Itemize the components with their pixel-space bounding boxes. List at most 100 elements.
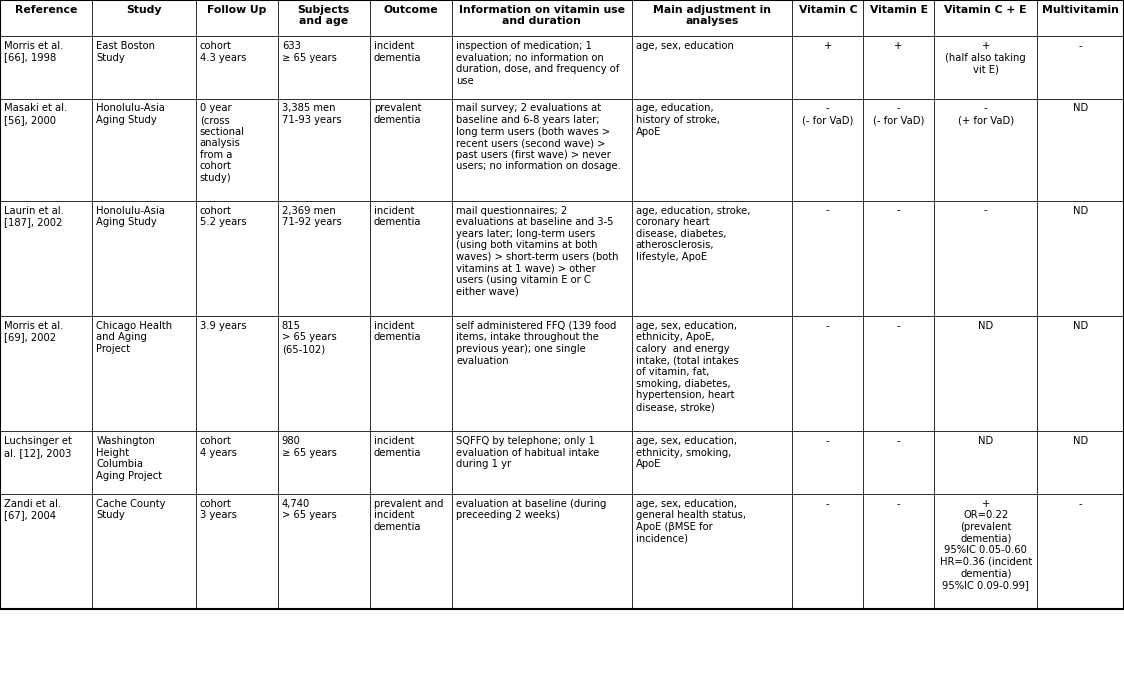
Text: Morris et al.
[66], 1998: Morris et al. [66], 1998 bbox=[4, 41, 64, 62]
Text: -: - bbox=[826, 436, 830, 446]
Bar bbox=[278, 98, 370, 201]
Bar bbox=[863, 36, 934, 98]
Text: evaluation at baseline (during
preceeding 2 weeks): evaluation at baseline (during preceedin… bbox=[456, 498, 606, 520]
Text: incident
dementia: incident dementia bbox=[374, 436, 422, 458]
Text: Information on vitamin use
and duration: Information on vitamin use and duration bbox=[459, 5, 625, 26]
Bar bbox=[863, 494, 934, 609]
Bar bbox=[370, 0, 452, 36]
Bar bbox=[278, 494, 370, 609]
Text: 3.9 years: 3.9 years bbox=[200, 321, 246, 331]
Bar bbox=[0, 316, 92, 431]
Text: Subjects
and age: Subjects and age bbox=[298, 5, 350, 26]
Bar bbox=[452, 98, 632, 201]
Text: mail questionnaires; 2
evaluations at baseline and 3-5
years later; long-term us: mail questionnaires; 2 evaluations at ba… bbox=[456, 206, 618, 297]
Text: age, sex, education,
ethnicity, smoking,
ApoE: age, sex, education, ethnicity, smoking,… bbox=[636, 436, 737, 469]
Bar bbox=[196, 201, 278, 316]
Text: age, sex, education,
general health status,
ApoE (βMSE for
incidence): age, sex, education, general health stat… bbox=[636, 498, 746, 543]
Bar bbox=[792, 36, 863, 98]
Bar bbox=[934, 0, 1037, 36]
Text: 4,740
> 65 years: 4,740 > 65 years bbox=[282, 498, 336, 520]
Bar bbox=[1037, 316, 1124, 431]
Text: Vitamin E: Vitamin E bbox=[870, 5, 927, 15]
Text: ND: ND bbox=[1073, 436, 1088, 446]
Text: Luchsinger et
al. [12], 2003: Luchsinger et al. [12], 2003 bbox=[4, 436, 72, 458]
Text: Cache County
Study: Cache County Study bbox=[97, 498, 166, 520]
Text: 0 year
(cross
sectional
analysis
from a
cohort
study): 0 year (cross sectional analysis from a … bbox=[200, 103, 245, 183]
Text: inspection of medication; 1
evaluation; no information on
duration, dose, and fr: inspection of medication; 1 evaluation; … bbox=[456, 41, 619, 86]
Text: self administered FFQ (139 food
items, intake throughout the
previous year); one: self administered FFQ (139 food items, i… bbox=[456, 321, 616, 365]
Text: -: - bbox=[826, 321, 830, 331]
Bar bbox=[792, 0, 863, 36]
Bar bbox=[278, 0, 370, 36]
Bar bbox=[92, 36, 196, 98]
Bar bbox=[452, 316, 632, 431]
Bar bbox=[792, 431, 863, 494]
Bar bbox=[0, 494, 92, 609]
Bar bbox=[934, 201, 1037, 316]
Text: age, sex, education: age, sex, education bbox=[636, 41, 734, 51]
Text: age, education,
history of stroke,
ApoE: age, education, history of stroke, ApoE bbox=[636, 103, 719, 136]
Bar bbox=[0, 201, 92, 316]
Text: -: - bbox=[897, 436, 900, 446]
Bar bbox=[92, 98, 196, 201]
Bar bbox=[1037, 36, 1124, 98]
Text: Main adjustment in
analyses: Main adjustment in analyses bbox=[653, 5, 771, 26]
Bar bbox=[370, 36, 452, 98]
Bar bbox=[92, 0, 196, 36]
Text: 815
> 65 years
(65-102): 815 > 65 years (65-102) bbox=[282, 321, 336, 354]
Bar bbox=[92, 316, 196, 431]
Bar bbox=[278, 431, 370, 494]
Bar bbox=[934, 98, 1037, 201]
Text: -: - bbox=[897, 498, 900, 509]
Bar bbox=[92, 431, 196, 494]
Bar bbox=[370, 494, 452, 609]
Text: -
(- for VaD): - (- for VaD) bbox=[803, 103, 853, 125]
Bar bbox=[934, 494, 1037, 609]
Bar bbox=[370, 431, 452, 494]
Bar bbox=[196, 431, 278, 494]
Bar bbox=[452, 36, 632, 98]
Text: 633
≥ 65 years: 633 ≥ 65 years bbox=[282, 41, 337, 62]
Text: cohort
4 years: cohort 4 years bbox=[200, 436, 237, 458]
Bar bbox=[278, 316, 370, 431]
Bar bbox=[863, 0, 934, 36]
Bar bbox=[1037, 98, 1124, 201]
Bar bbox=[1037, 431, 1124, 494]
Bar bbox=[1037, 201, 1124, 316]
Bar bbox=[792, 494, 863, 609]
Text: ND: ND bbox=[978, 436, 994, 446]
Bar bbox=[452, 494, 632, 609]
Text: prevalent and
incident
dementia: prevalent and incident dementia bbox=[374, 498, 444, 532]
Bar bbox=[370, 316, 452, 431]
Bar bbox=[370, 98, 452, 201]
Text: Morris et al.
[69], 2002: Morris et al. [69], 2002 bbox=[4, 321, 64, 342]
Text: Vitamin C + E: Vitamin C + E bbox=[944, 5, 1027, 15]
Text: Honolulu-Asia
Aging Study: Honolulu-Asia Aging Study bbox=[97, 103, 165, 125]
Bar bbox=[370, 201, 452, 316]
Text: -: - bbox=[826, 206, 830, 215]
Bar bbox=[1037, 494, 1124, 609]
Bar bbox=[632, 316, 792, 431]
Text: -
(+ for VaD): - (+ for VaD) bbox=[958, 103, 1014, 125]
Text: Multivitamin: Multivitamin bbox=[1042, 5, 1120, 15]
Text: incident
dementia: incident dementia bbox=[374, 206, 422, 227]
Bar bbox=[632, 494, 792, 609]
Text: Laurin et al.
[187], 2002: Laurin et al. [187], 2002 bbox=[4, 206, 64, 227]
Text: Honolulu-Asia
Aging Study: Honolulu-Asia Aging Study bbox=[97, 206, 165, 227]
Bar bbox=[863, 201, 934, 316]
Text: cohort
3 years: cohort 3 years bbox=[200, 498, 237, 520]
Text: Study: Study bbox=[126, 5, 162, 15]
Text: -: - bbox=[897, 321, 900, 331]
Text: 2,369 men
71-92 years: 2,369 men 71-92 years bbox=[282, 206, 342, 227]
Text: Washington
Height
Columbia
Aging Project: Washington Height Columbia Aging Project bbox=[97, 436, 163, 481]
Text: ND: ND bbox=[1073, 103, 1088, 113]
Text: 3,385 men
71-93 years: 3,385 men 71-93 years bbox=[282, 103, 342, 125]
Bar bbox=[0, 431, 92, 494]
Text: cohort
4.3 years: cohort 4.3 years bbox=[200, 41, 246, 62]
Text: -: - bbox=[826, 498, 830, 509]
Text: 980
≥ 65 years: 980 ≥ 65 years bbox=[282, 436, 337, 458]
Text: Outcome: Outcome bbox=[383, 5, 438, 15]
Bar bbox=[196, 0, 278, 36]
Text: Masaki et al.
[56], 2000: Masaki et al. [56], 2000 bbox=[4, 103, 67, 125]
Bar bbox=[452, 0, 632, 36]
